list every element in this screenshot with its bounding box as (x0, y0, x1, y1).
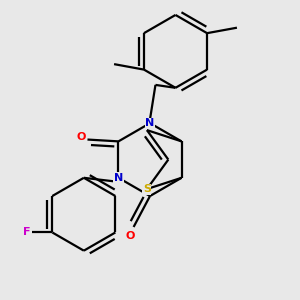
Text: S: S (143, 184, 151, 194)
Text: N: N (114, 173, 123, 183)
Text: F: F (23, 227, 30, 238)
Text: O: O (125, 231, 134, 241)
Text: N: N (146, 118, 154, 128)
Text: O: O (76, 132, 86, 142)
